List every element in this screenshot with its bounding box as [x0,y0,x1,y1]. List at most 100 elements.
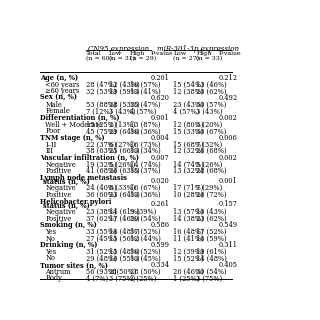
Text: 17 (71%): 17 (71%) [173,184,204,192]
Text: 25 (66%): 25 (66%) [109,147,140,155]
Text: Yes: Yes [45,248,57,256]
Text: 33 (55%): 33 (55%) [86,228,116,236]
Text: 0.334: 0.334 [151,261,170,269]
Text: Antrum: Antrum [45,268,71,276]
Text: Drinking (n, %): Drinking (n, %) [40,241,97,249]
Text: 0.405: 0.405 [219,261,238,269]
Text: 1 (25%): 1 (25%) [173,275,200,283]
Text: 13 (87%): 13 (87%) [130,121,161,129]
Text: 30 (67%): 30 (67%) [196,127,227,135]
Text: 22 (37%): 22 (37%) [86,141,116,149]
Text: 0.492: 0.492 [219,94,238,102]
Text: 7 (32%): 7 (32%) [196,141,222,149]
Text: 30 (57%): 30 (57%) [196,101,227,109]
Text: 23 (64%): 23 (64%) [109,191,140,199]
Text: 10 (28%): 10 (28%) [173,191,204,199]
Text: 20 (54%): 20 (54%) [130,215,161,223]
Text: P-value: P-value [151,51,173,56]
Text: 12 (43%): 12 (43%) [109,81,140,89]
Text: 3 (43%): 3 (43%) [109,108,135,116]
Text: Vascular infiltration (n, %): Vascular infiltration (n, %) [40,154,139,162]
Text: High
(n = 33): High (n = 33) [196,51,222,61]
Text: Negative: Negative [45,184,76,192]
Text: 56 (93%): 56 (93%) [86,268,116,276]
Text: 3 (43%): 3 (43%) [196,108,223,116]
Text: Sex (n, %): Sex (n, %) [40,94,77,102]
Text: 5 (26%): 5 (26%) [109,161,135,169]
Text: ≥60 years: ≥60 years [45,87,80,95]
Text: No: No [45,254,55,262]
Text: High
(n = 29): High (n = 29) [130,51,156,61]
Text: Total
(n = 60): Total (n = 60) [86,51,112,61]
Text: 11 (41%): 11 (41%) [173,235,204,243]
Text: 1 (25%): 1 (25%) [130,275,156,283]
Text: 26 (63%): 26 (63%) [109,167,140,175]
Text: 15 (25%): 15 (25%) [86,121,116,129]
Text: 14 (61%): 14 (61%) [109,208,140,216]
Text: 25 (47%): 25 (47%) [130,101,161,109]
Text: 0.006: 0.006 [219,134,238,142]
Text: 15 (52%): 15 (52%) [173,254,204,262]
Text: 13 (34%): 13 (34%) [130,147,161,155]
Text: Tumor sites (n, %): Tumor sites (n, %) [40,261,108,269]
Text: 30 (54%): 30 (54%) [196,268,227,276]
Text: 14 (74%): 14 (74%) [130,161,161,169]
Text: Age (n, %): Age (n, %) [40,74,78,82]
Text: 16 (55%): 16 (55%) [109,254,140,262]
Text: 2 (13%): 2 (13%) [109,121,135,129]
Text: 15 (33%): 15 (33%) [173,127,204,135]
Text: 12 (39%): 12 (39%) [173,248,204,256]
Text: 26 (68%): 26 (68%) [196,147,227,155]
Text: P-value: P-value [219,51,242,56]
Text: 23 (43%): 23 (43%) [173,101,204,109]
Text: <60 years: <60 years [45,81,80,89]
Text: 0.620: 0.620 [151,94,170,102]
Text: 0.212: 0.212 [219,74,238,82]
Text: 0.261: 0.261 [151,200,170,208]
Text: 17 (52%): 17 (52%) [130,228,161,236]
Text: status (n, %): status (n, %) [43,203,90,211]
Text: 15 (48%): 15 (48%) [109,248,140,256]
Text: 16 (36%): 16 (36%) [130,127,161,135]
Text: 12 (32%): 12 (32%) [173,147,204,155]
Text: Low
(n = 31): Low (n = 31) [109,51,135,61]
Text: III: III [45,147,53,155]
Text: 10 (43%): 10 (43%) [196,208,227,216]
Text: Negative: Negative [45,208,76,216]
Text: 4 (57%): 4 (57%) [130,108,156,116]
Text: miR-301-3p expression: miR-301-3p expression [157,44,239,52]
Text: 14 (48%): 14 (48%) [196,254,227,262]
Text: 0.004: 0.004 [151,134,170,142]
Text: 7 (29%): 7 (29%) [196,184,222,192]
Text: 6 (27%): 6 (27%) [109,141,135,149]
Text: 0.001: 0.001 [151,114,170,122]
Text: 13 (32%): 13 (32%) [173,167,204,175]
Text: Poor: Poor [45,127,61,135]
Text: CN95 expression: CN95 expression [88,44,149,52]
Text: 27 (45%): 27 (45%) [86,235,116,243]
Text: 14 (74%): 14 (74%) [173,161,204,169]
Text: 24 (40%): 24 (40%) [86,184,116,192]
Text: 16 (57%): 16 (57%) [130,81,161,89]
Text: 20 (62%): 20 (62%) [196,87,227,95]
Text: 12 (80%): 12 (80%) [173,121,204,129]
Text: 4 (57%): 4 (57%) [173,108,200,116]
Text: 28 (68%): 28 (68%) [196,167,227,175]
Text: 5 (26%): 5 (26%) [196,161,223,169]
Text: Yes: Yes [45,228,57,236]
Text: 17 (52%): 17 (52%) [196,228,227,236]
Text: 31 (52%): 31 (52%) [86,248,116,256]
Text: Female: Female [45,108,70,116]
Text: 32 (53%): 32 (53%) [86,87,116,95]
Text: Male: Male [45,101,62,109]
Text: 3 (20%): 3 (20%) [196,121,222,129]
Text: 8 (33%): 8 (33%) [109,184,135,192]
Text: 19 (61%): 19 (61%) [196,248,227,256]
Text: No: No [45,235,55,243]
Text: 0.002: 0.002 [219,114,238,122]
Text: 16 (67%): 16 (67%) [130,184,161,192]
Text: 37 (62%): 37 (62%) [86,215,116,223]
Text: 28 (50%): 28 (50%) [130,268,161,276]
Text: 0.007: 0.007 [151,154,170,162]
Text: 13 (57%): 13 (57%) [173,208,204,216]
